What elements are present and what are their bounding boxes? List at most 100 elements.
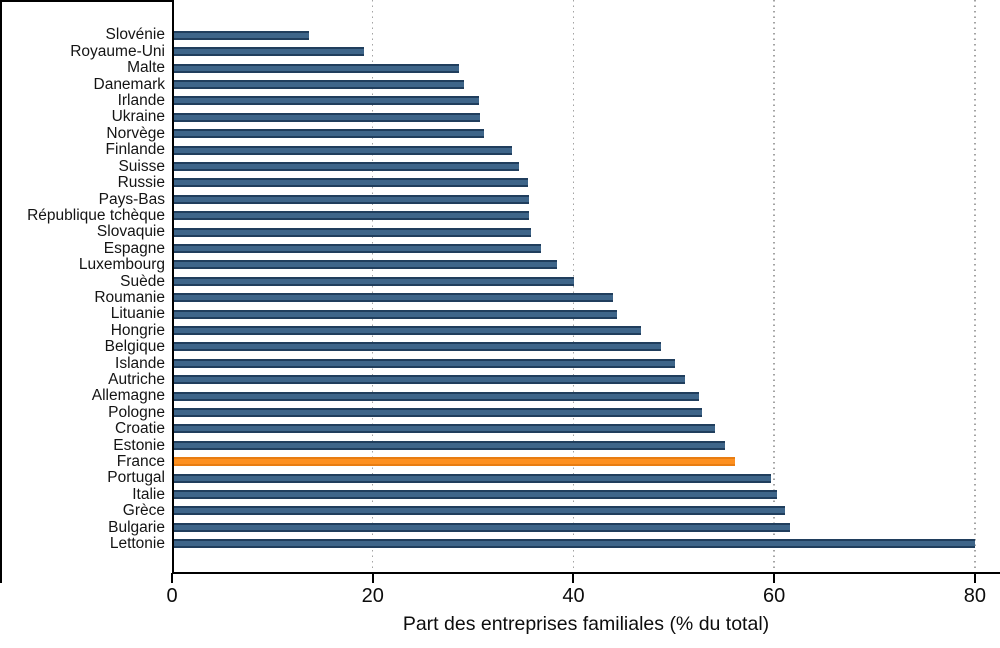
chart-row: Estonie (0, 437, 1000, 453)
category-label: Italie (132, 485, 165, 503)
bar-area (174, 358, 1000, 368)
chart-row: Lituanie (0, 306, 1000, 322)
bar (174, 522, 790, 532)
bar (174, 63, 460, 73)
chart-row: Hongrie (0, 322, 1000, 338)
bar (174, 539, 975, 549)
bar-area (174, 79, 1000, 89)
chart-row: Portugal (0, 470, 1000, 486)
gridline (974, 0, 976, 573)
bar-area (174, 342, 1000, 352)
bar-area (174, 227, 1000, 237)
bar (174, 145, 513, 155)
bar (174, 30, 310, 40)
x-tick-label: 0 (166, 585, 178, 607)
bar-area (174, 63, 1000, 73)
bar (174, 358, 675, 368)
chart-row: Bulgarie (0, 519, 1000, 535)
bar (174, 129, 485, 139)
category-label: Norvège (106, 124, 165, 142)
bar-area (174, 161, 1000, 171)
chart-row: Norvège (0, 125, 1000, 141)
category-label: Suisse (118, 157, 165, 175)
bar-area (174, 522, 1000, 532)
bar (174, 47, 365, 57)
bar-area (174, 375, 1000, 385)
category-label: Pays-Bas (98, 190, 165, 208)
bar (174, 309, 617, 319)
bar-area (174, 276, 1000, 286)
bar-area (174, 145, 1000, 155)
bar-area (174, 30, 1000, 40)
bar-area (174, 391, 1000, 401)
bar-area (174, 490, 1000, 500)
bar (174, 506, 785, 516)
bar (174, 79, 465, 89)
category-label: Irlande (117, 92, 165, 110)
bar (174, 260, 558, 270)
category-label: Hongrie (110, 321, 165, 339)
bar-area (174, 47, 1000, 57)
bar (174, 276, 575, 286)
chart-row: Roumanie (0, 290, 1000, 306)
bar-area (174, 243, 1000, 253)
category-label: Pologne (108, 403, 165, 421)
x-axis-tick-labels: 0 20 40 60 80 (166, 585, 1000, 610)
x-axis-line (172, 572, 1000, 574)
chart-row: Malte (0, 60, 1000, 76)
category-label: Lettonie (109, 535, 165, 553)
chart-row: Pays-Bas (0, 191, 1000, 207)
category-label: Portugal (107, 469, 165, 487)
bar-area (174, 506, 1000, 516)
category-label: Finlande (105, 141, 165, 159)
x-tick (171, 573, 173, 583)
x-tick-label: 60 (763, 585, 786, 607)
category-label: Estonie (113, 436, 165, 454)
bar (174, 161, 520, 171)
bar-area (174, 309, 1000, 319)
bar (174, 293, 613, 303)
x-tick (773, 573, 776, 583)
bar (174, 391, 699, 401)
category-label: Bulgarie (108, 518, 165, 536)
chart-row: Slovaquie (0, 224, 1000, 240)
x-tick (371, 573, 374, 583)
bar-area (174, 408, 1000, 418)
chart-row: Italie (0, 486, 1000, 502)
bar (174, 194, 530, 204)
chart-row: Finlande (0, 142, 1000, 158)
chart-row: Russie (0, 175, 1000, 191)
category-label: France (116, 453, 165, 471)
bar-area (174, 129, 1000, 139)
bar (174, 326, 641, 336)
category-label: Slovénie (105, 26, 165, 44)
bar-area (174, 260, 1000, 270)
x-tick-label: 40 (562, 585, 585, 607)
category-label: Luxembourg (78, 256, 165, 274)
bar-area (174, 473, 1000, 483)
chart-row: France (0, 454, 1000, 470)
category-label: Russie (117, 174, 165, 192)
bar (174, 243, 542, 253)
category-label: Malte (127, 59, 165, 77)
chart-row: Grèce (0, 503, 1000, 519)
category-label: Espagne (103, 239, 165, 257)
category-label: Islande (115, 354, 165, 372)
x-tick (973, 573, 976, 583)
y-axis-line (172, 0, 174, 573)
bar-highlight (174, 457, 735, 467)
chart-row: Royaume-Uni (0, 43, 1000, 59)
chart-row: Islande (0, 355, 1000, 371)
category-label: Royaume-Uni (70, 42, 165, 60)
category-label: Roumanie (94, 288, 165, 306)
chart-row: Ukraine (0, 109, 1000, 125)
bar-area (174, 326, 1000, 336)
category-label: Suède (120, 272, 165, 290)
category-label: Slovaquie (96, 223, 165, 241)
chart-row: Allemagne (0, 388, 1000, 404)
gridline (773, 0, 775, 573)
chart-row: Croatie (0, 421, 1000, 437)
category-label: Lituanie (110, 305, 165, 323)
category-label: Croatie (115, 420, 165, 438)
